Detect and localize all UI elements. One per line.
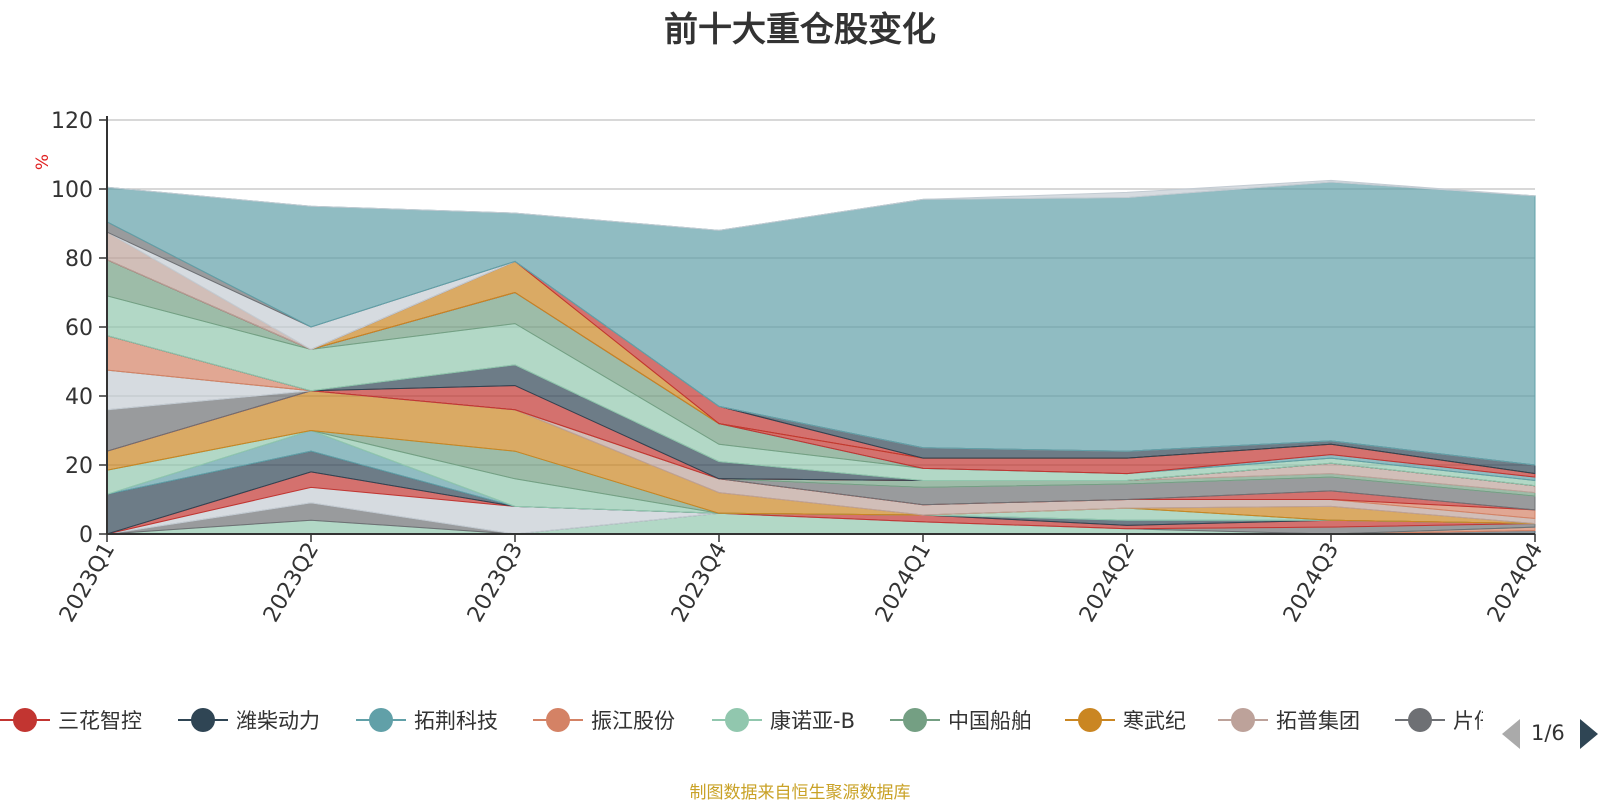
y-axis-unit-label: % [33, 154, 53, 170]
legend-item[interactable]: 寒武纪 [1065, 700, 1186, 740]
y-tick-label: 120 [51, 109, 93, 134]
legend-prev-page-icon[interactable] [1502, 719, 1520, 749]
legend-label: 拓荆科技 [414, 709, 498, 733]
legend-item[interactable]: 振江股份 [533, 700, 675, 740]
legend-label: 潍柴动力 [236, 709, 320, 733]
x-tick-label: 2023Q3 [463, 539, 528, 627]
legend-item[interactable]: 拓普集团 [1218, 700, 1360, 740]
legend-page-indicator: 1/6 [1531, 721, 1565, 745]
x-tick-label: 2024Q2 [1075, 539, 1140, 627]
legend-marker-icon [0, 700, 50, 740]
legend-label: 康诺亚-B [770, 709, 855, 733]
x-tick-label: 2023Q2 [259, 539, 324, 627]
legend-label: 三花智控 [58, 709, 142, 733]
legend-label: 振江股份 [591, 709, 675, 733]
legend-marker-icon [1065, 700, 1115, 740]
source-note: 制图数据来自恒生聚源数据库 [689, 783, 911, 803]
x-tick-label: 2024Q3 [1279, 539, 1344, 627]
legend-label: 寒武纪 [1123, 709, 1186, 733]
x-tick-label: 2024Q1 [871, 539, 936, 627]
legend-label: 拓普集团 [1276, 709, 1360, 733]
y-tick-label: 0 [79, 523, 93, 548]
legend-marker-icon [356, 700, 406, 740]
legend-item[interactable]: 中国船舶 [890, 700, 1032, 740]
legend-item[interactable]: 拓荆科技 [356, 700, 498, 740]
y-tick-label: 60 [65, 316, 93, 341]
axes [99, 116, 1536, 542]
legend-next-page-icon[interactable] [1580, 719, 1598, 749]
y-tick-label: 40 [65, 385, 93, 410]
legend-marker-icon [178, 700, 228, 740]
legend-marker-icon [1218, 700, 1268, 740]
y-tick-label: 80 [65, 247, 93, 272]
legend-marker-icon [712, 700, 762, 740]
legend-marker-icon [890, 700, 940, 740]
legend-item[interactable]: 潍柴动力 [178, 700, 320, 740]
area-series-layer [106, 179, 1536, 535]
chart-title: 前十大重仓股变化 [664, 10, 936, 50]
area-series-32[interactable] [106, 179, 1536, 231]
legend-marker-icon [1395, 700, 1445, 740]
legend-item[interactable]: 片仔癀 [1395, 700, 1483, 740]
y-tick-label: 100 [51, 178, 93, 203]
y-tick-label: 20 [65, 454, 93, 479]
legend-label: 中国船舶 [948, 709, 1032, 733]
legend-marker-icon [533, 700, 583, 740]
stacked-area-chart: 0 20 40 60 80 100 120% 2023Q1 2023Q2 2023Q3 2023Q4… [33, 109, 1548, 627]
legend-item[interactable]: 康诺亚-B [712, 700, 855, 740]
x-tick-label: 2024Q4 [1483, 539, 1548, 627]
legend: 三花智控 潍柴动力 拓荆科技 振江股份 康诺亚-B 中国船舶 寒武纪 拓普集团 片仔癀 [0, 700, 1483, 740]
x-tick-label: 2023Q4 [667, 539, 732, 627]
legend-item[interactable]: 三花智控 [0, 700, 142, 740]
legend-label: 片仔癀 [1453, 709, 1483, 733]
x-tick-label: 2023Q1 [55, 539, 120, 627]
